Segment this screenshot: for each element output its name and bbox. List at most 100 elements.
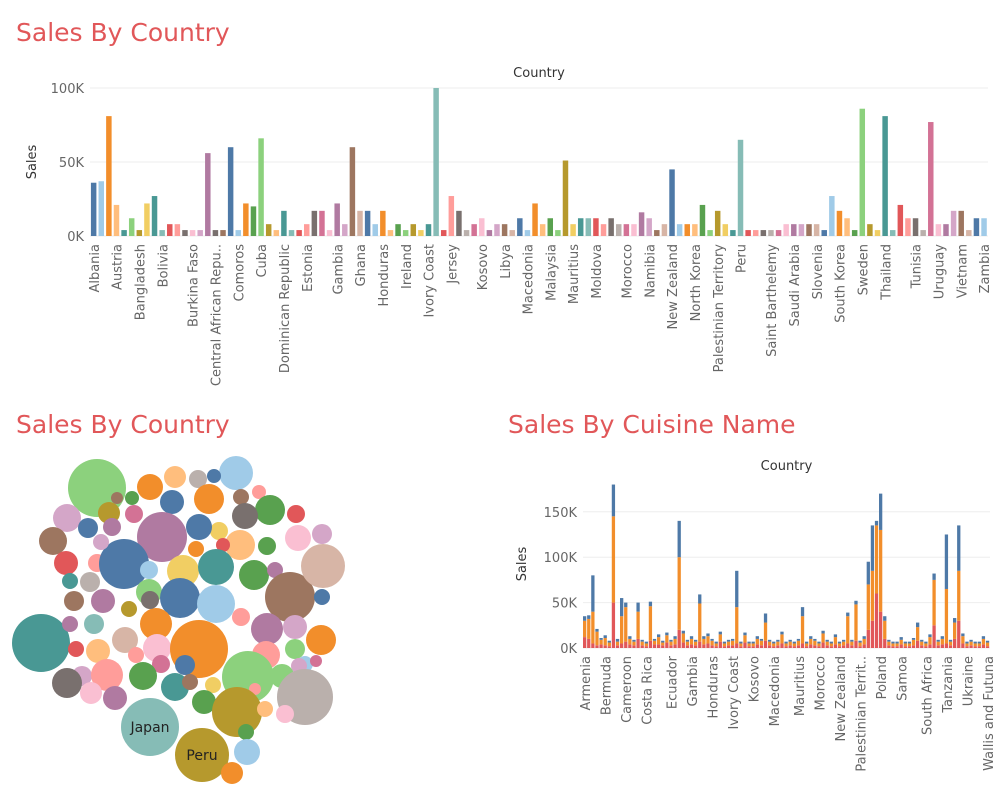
bubble [197, 585, 235, 623]
stacked-bar-segment [624, 607, 628, 642]
y-tick-label: 150K [544, 506, 578, 521]
stacked-bar-segment [928, 644, 932, 648]
x-tick-label: Ecuador [665, 655, 680, 709]
bubble [93, 534, 109, 550]
bubble [137, 474, 163, 500]
sales-by-country-bubble-chart[interactable]: Japan Peru [0, 452, 370, 792]
stacked-bar-segment [792, 646, 796, 648]
stacked-bar-segment [759, 638, 764, 641]
stacked-bar-segment [652, 640, 657, 645]
stacked-bar-segment [611, 484, 616, 517]
x-tick-label: Cameroon [620, 656, 635, 723]
bar [745, 230, 751, 236]
bar [174, 224, 181, 236]
bar [851, 230, 858, 236]
bar [928, 122, 934, 236]
stacked-bar-segment [895, 641, 899, 644]
stacked-bar-segment [780, 634, 784, 644]
bar [212, 230, 219, 236]
bubble [175, 728, 229, 782]
x-tick-label: Slovenia [811, 244, 826, 299]
x-tick-label: Ghana [354, 244, 369, 287]
bubble [285, 639, 305, 659]
x-tick-label: Vietnam [955, 244, 970, 298]
bubble [283, 615, 307, 639]
stacked-bar-segment [768, 641, 772, 646]
stacked-bar-segment [685, 639, 690, 642]
stacked-bar-segment [603, 635, 607, 639]
stacked-bar-segment [866, 561, 870, 585]
stacked-bar-segment [817, 643, 821, 647]
y-axis-title: Sales [515, 546, 530, 581]
stacked-bar-segment [792, 641, 796, 644]
stacked-bar-segment [763, 622, 768, 641]
stacked-bar-segment [657, 644, 661, 648]
bubble [251, 613, 283, 645]
stacked-bar-segment [648, 640, 653, 648]
x-tick-label: Albania [88, 244, 103, 293]
stacked-bar-segment [751, 643, 755, 647]
x-tick-label: Tanzania [941, 656, 956, 714]
stacked-bar-segment [891, 641, 895, 644]
x-tick-label: South Korea [834, 244, 849, 323]
bubble [276, 705, 294, 723]
stacked-bar-segment [842, 639, 846, 642]
stacked-bar-segment [862, 636, 866, 639]
x-tick-label: Macedonia [522, 244, 537, 314]
stacked-bar-segment [599, 644, 603, 648]
bar [501, 224, 508, 236]
stacked-bar-segment [591, 575, 595, 612]
stacked-bar-segment [805, 646, 809, 648]
stacked-bar-segment [813, 640, 817, 646]
x-tick-label: Ireland [400, 244, 415, 289]
bar [243, 203, 249, 236]
bubble [160, 578, 200, 618]
stacked-bar-segment [961, 636, 965, 644]
stacked-bar-segment [657, 637, 661, 645]
x-tick-label: Macedonia [768, 656, 783, 726]
stacked-bar-segment [792, 643, 796, 647]
stacked-bar-segment [817, 646, 821, 648]
bar [752, 230, 759, 236]
stacked-bar-segment [739, 641, 743, 644]
bubble [232, 608, 250, 626]
stacked-bar-segment [932, 625, 936, 648]
x-tick-label: Samoa [896, 656, 911, 701]
stacked-bar-segment [879, 529, 883, 612]
bar [296, 230, 302, 236]
stacked-bar-segment [652, 638, 657, 641]
bubble-label: Japan [129, 720, 169, 736]
stacked-bar-segment [891, 643, 895, 647]
stacked-bar-segment [809, 644, 813, 648]
x-axis-title: Country [513, 66, 565, 81]
stacked-bar-segment [920, 639, 924, 642]
stacked-bar-segment [632, 645, 636, 648]
bubble [140, 561, 158, 579]
stacked-bar-segment [632, 639, 636, 642]
stacked-bar-segment [694, 641, 698, 646]
bubble [265, 572, 315, 622]
stacked-bar-segment [973, 643, 977, 647]
stacked-bar-segment [837, 646, 842, 648]
stacked-bar-segment [661, 645, 665, 648]
bubble [137, 512, 187, 562]
x-tick-label: North Korea [689, 244, 704, 321]
stacked-bar-segment [969, 641, 973, 646]
y-tick-label: 50K [59, 156, 85, 171]
sales-by-country-bar-chart[interactable]: 0K 50K 100K Country Sales Albania Austria Bangl… [0, 60, 1000, 440]
stacked-bar-segment [694, 639, 698, 642]
stacked-bar-segment [710, 638, 714, 641]
stacked-bar-segment [636, 611, 640, 639]
stacked-bar-segment [829, 643, 833, 647]
stacked-bar-segment [920, 641, 924, 646]
x-tick-label: Uruguay [933, 244, 948, 300]
stacked-bar-segment [854, 604, 858, 641]
bubble [267, 562, 283, 578]
stacked-bar-segment [763, 613, 768, 623]
stacked-bar-segment [718, 634, 722, 642]
x-axis-title: Country [761, 459, 813, 474]
bar [532, 203, 538, 236]
sales-by-cuisine-bar-chart[interactable]: 0K 50K 100K 150K Country Sales Armenia Bermuda C… [508, 452, 1000, 800]
bubble [164, 466, 186, 488]
stacked-bar-segment [722, 646, 727, 648]
